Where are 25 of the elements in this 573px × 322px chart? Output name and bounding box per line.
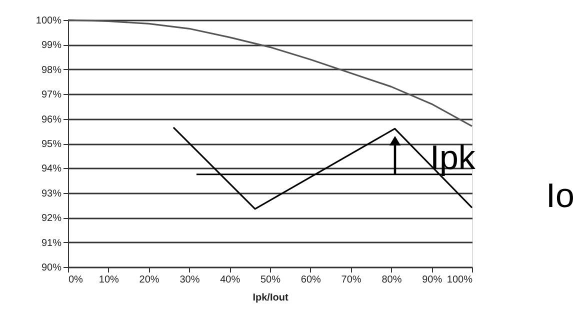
x-tick-label: 90% — [422, 274, 442, 286]
y-tick-label: 94% — [41, 164, 62, 175]
y-tick-label: 92% — [41, 213, 62, 224]
x-tick-label: 60% — [300, 274, 322, 286]
x-tick-label: 0% — [68, 274, 84, 286]
x-tick-label: 40% — [220, 274, 240, 286]
annotation: Ipk — [430, 139, 476, 177]
y-tick-label: 98% — [41, 64, 62, 76]
text: Io — [546, 177, 573, 215]
y-tick-label: 96% — [41, 114, 62, 126]
y-tick-label: 90% — [41, 262, 62, 274]
y-tick-label: 100% — [36, 16, 62, 26]
y-tick-label: 95% — [41, 139, 62, 150]
y-tick-label: 97% — [41, 90, 62, 101]
y-tick-label: 99% — [41, 40, 62, 52]
x-tick-label: 20% — [139, 274, 160, 286]
y-tick-label: 91% — [41, 238, 62, 249]
x-tick-label: 80% — [382, 274, 402, 286]
x-tick-label: 100% — [446, 274, 473, 286]
x-tick-label: 70% — [341, 274, 362, 286]
x-tick-label: 10% — [98, 274, 120, 286]
y-tick-label: 93% — [41, 188, 62, 200]
x-tick-label: 30% — [180, 274, 200, 286]
x-tick-label: 50% — [260, 274, 281, 286]
x-axis-title: Ipk/Iout — [252, 292, 289, 304]
